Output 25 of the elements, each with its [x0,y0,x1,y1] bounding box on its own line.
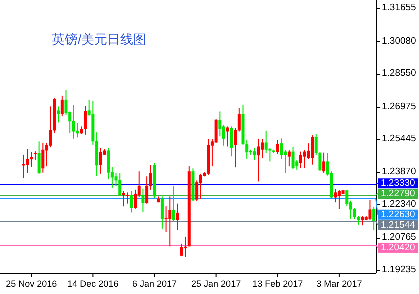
text: 英镑/美元日线图 [52,32,147,47]
y-tick-label: 1.25445 [382,134,416,145]
x-tick-label: 6 Jan 2017 [132,279,178,289]
y-tick-label: 1.28550 [382,68,416,80]
ref-line-label: 1.22630 [381,209,416,220]
y-tick-label: 1.30080 [382,36,416,47]
ref-label: 1.21544 [376,220,418,231]
x-tick-label: 25 Jan 2017 [192,279,242,289]
y-tick-label: 1.31655 [382,2,416,14]
ref-line-label: 1.21544 [381,220,416,231]
ref-line-label: 1.22790 [381,188,416,200]
x-tick-label: 25 Nov 2016 [6,279,58,289]
y-tick-label: 1.20765 [382,232,416,244]
y-tick-label: 1.26975 [382,101,416,112]
ref-label: 1.22790 [376,188,418,200]
y-tick-label: 1.23870 [382,166,416,178]
x-tick-label: 3 Mar 2017 [316,279,362,289]
ref-line-label: 1.23330 [381,178,416,190]
y-tick-label: 1.22340 [382,198,416,210]
ref-label: 1.20420 [376,242,418,254]
ref-line-label: 1.20420 [381,242,416,254]
x-tick-label: 13 Feb 2017 [252,279,304,289]
x-tick-label: 14 Dec 2016 [68,279,119,289]
ref-label: 1.23330 [376,178,418,190]
y-tick-label: 1.19235 [382,264,416,276]
